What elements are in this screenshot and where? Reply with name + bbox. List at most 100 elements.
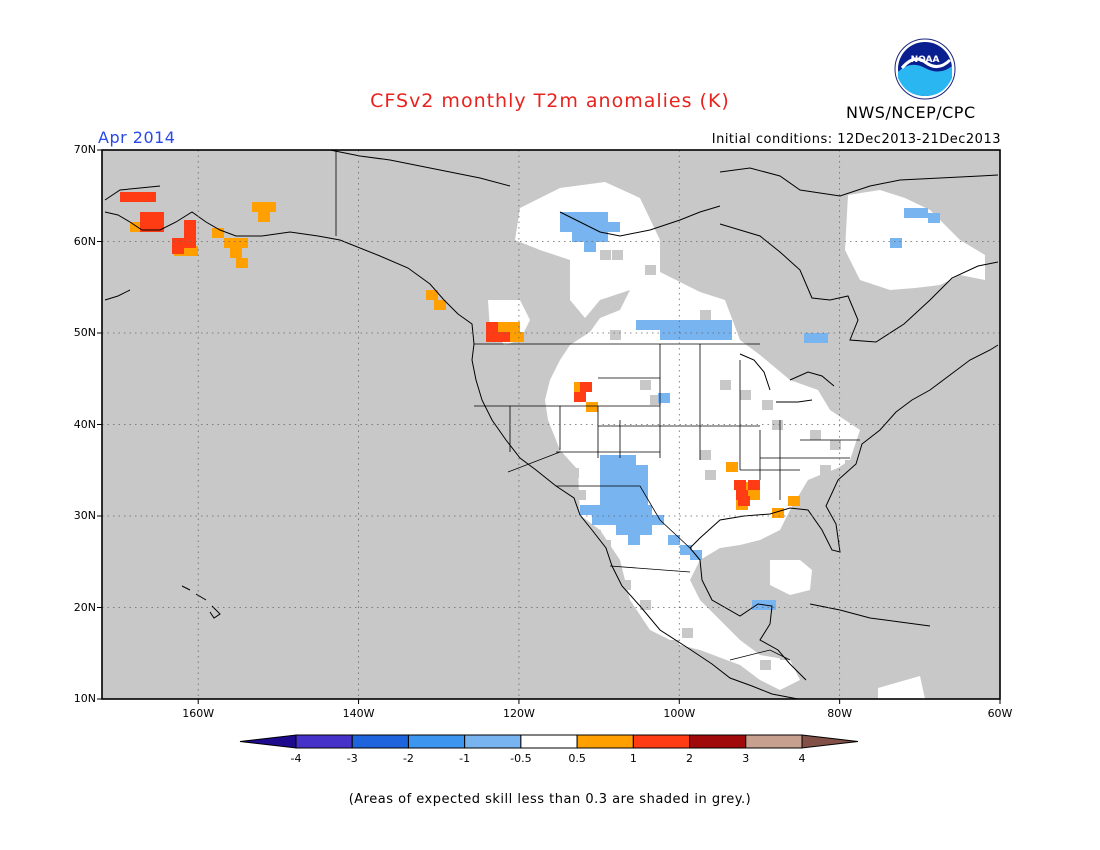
negative-anomaly-cell [616, 505, 628, 515]
strong-positive-anomaly-cell [184, 238, 196, 248]
lon-tick-label: 80W [827, 707, 853, 720]
negative-anomaly-cell [628, 535, 640, 545]
low-skill-cell [705, 470, 716, 480]
negative-anomaly-cell [890, 238, 902, 248]
negative-anomaly-cell [708, 330, 720, 340]
coastlines [104, 149, 999, 700]
strong-positive-anomaly-cell [144, 192, 156, 202]
coastline [181, 585, 191, 591]
low-skill-cell [682, 628, 693, 638]
negative-anomaly-cell [560, 212, 572, 222]
negative-anomaly-cell [672, 330, 684, 340]
strong-positive-anomaly-cell [120, 192, 132, 202]
colorbar-label: -0.5 [510, 752, 532, 765]
low-skill-cell [640, 600, 651, 610]
lat-tick-label: 20N [73, 600, 96, 614]
strong-positive-anomaly-cell [172, 238, 184, 248]
negative-anomaly-cell [640, 525, 652, 535]
negative-anomaly-cell [752, 600, 764, 610]
strong-positive-anomaly-cell [140, 212, 152, 222]
negative-anomaly-cell [600, 485, 612, 495]
negative-anomaly-cell [608, 222, 620, 232]
positive-anomaly-cell [230, 248, 242, 258]
negative-anomaly-cell [596, 232, 608, 242]
border-line [609, 565, 691, 573]
positive-anomaly-cell [726, 462, 738, 472]
strong-positive-anomaly-cell [486, 332, 498, 342]
negative-anomaly-cell [612, 475, 624, 485]
low-skill-cell [845, 460, 856, 470]
colorbar-label: -3 [346, 752, 358, 765]
map-title: CFSv2 monthly T2m anomalies (K) [370, 90, 730, 112]
positive-anomaly-cell [212, 228, 224, 238]
lat-tick-label: 10N [73, 692, 96, 705]
low-skill-cell [568, 468, 579, 478]
positive-anomaly-cell [236, 238, 248, 248]
low-skill-cell [600, 540, 611, 550]
negative-anomaly-cell [660, 320, 672, 330]
positive-anomaly-cell [748, 490, 760, 500]
positive-anomaly-cell [508, 322, 520, 332]
lat-tick-label: 60N [73, 234, 96, 248]
positive-anomaly-cell [496, 322, 508, 332]
negative-anomaly-cell [572, 232, 584, 242]
negative-anomaly-cell [600, 455, 612, 465]
negative-anomaly-cell [720, 320, 732, 330]
negative-anomaly-cell [628, 525, 640, 535]
negative-anomaly-cell [560, 222, 572, 232]
low-skill-cell [762, 400, 773, 410]
forecast-period: Apr 2014 [98, 128, 176, 147]
colorbar-label: -2 [402, 752, 414, 765]
strong-positive-anomaly-cell [738, 496, 750, 506]
coastline [104, 211, 799, 700]
negative-anomaly-cell [628, 505, 640, 515]
colorbar-label: 2 [686, 752, 694, 765]
lon-tick-label: 60W [987, 707, 1013, 720]
negative-anomaly-cell [696, 320, 708, 330]
negative-anomaly-cell [660, 330, 672, 340]
coastline [689, 547, 807, 681]
low-skill-cell [575, 490, 586, 500]
positive-anomaly-cell [788, 496, 800, 506]
border-line [507, 451, 561, 473]
negative-anomaly-cell [584, 212, 596, 222]
low-skill-cell [720, 380, 731, 390]
strong-positive-anomaly-cell [486, 322, 498, 332]
low-skill-cell [810, 430, 821, 440]
negative-anomaly-cell [636, 475, 648, 485]
negative-anomaly-cell [640, 515, 652, 525]
negative-anomaly-cell [592, 505, 604, 515]
lon-tick-label: 120W [502, 707, 535, 720]
positive-anomaly-cell [772, 508, 784, 518]
negative-anomaly-cell [612, 485, 624, 495]
low-skill-cell [700, 310, 711, 320]
negative-anomaly-cell [624, 465, 636, 475]
negative-anomaly-cell [658, 393, 670, 403]
low-skill-cell [700, 450, 711, 460]
negative-anomaly-cell [684, 330, 696, 340]
negative-anomaly-cell [708, 320, 720, 330]
negative-anomaly-cell [684, 320, 696, 330]
negative-anomaly-cell [600, 465, 612, 475]
low-skill-cell [610, 330, 621, 340]
strong-positive-anomaly-cell [140, 222, 152, 232]
coastline [195, 593, 207, 601]
noaa-logo: NOAA [894, 38, 956, 100]
coastline [559, 205, 721, 237]
negative-anomaly-cell [572, 222, 584, 232]
low-skill-cell [600, 250, 611, 260]
strong-positive-anomaly-cell [132, 192, 144, 202]
negative-anomaly-cell [636, 465, 648, 475]
border-line [729, 649, 791, 661]
negative-anomaly-cell [600, 495, 612, 505]
lon-tick-label: 160W [182, 707, 215, 720]
coastline [809, 603, 931, 627]
colorbar-label: -1 [459, 752, 471, 765]
negative-anomaly-cell [804, 333, 816, 343]
negative-anomaly-cell [652, 515, 664, 525]
negative-anomaly-cell [604, 515, 616, 525]
low-skill-cell [668, 640, 679, 650]
positive-anomaly-cell [264, 202, 276, 212]
negative-anomaly-cell [624, 475, 636, 485]
coastline [104, 185, 161, 201]
